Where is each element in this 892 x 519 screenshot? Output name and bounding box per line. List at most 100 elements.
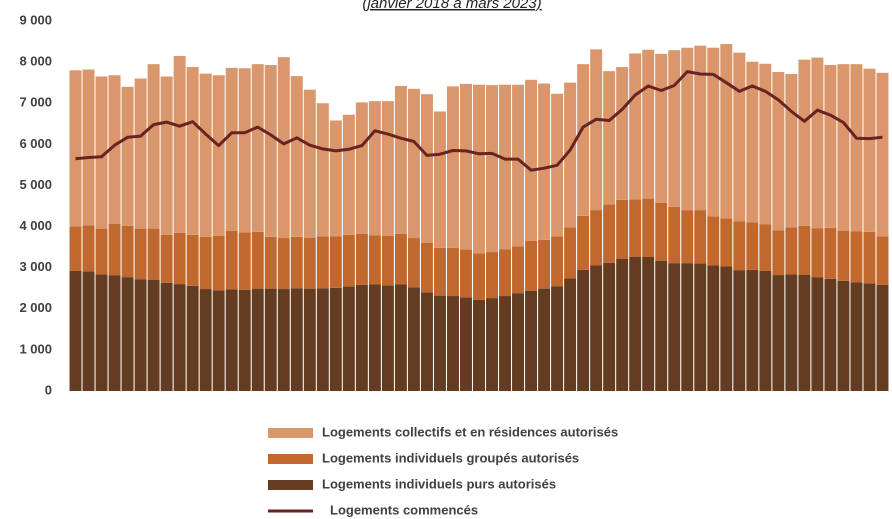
bar-segment	[459, 83, 472, 250]
bar-segment	[616, 199, 629, 259]
y-tick-label: 1 000	[19, 341, 52, 356]
bar-segment	[186, 285, 199, 391]
bar-segment	[551, 236, 564, 287]
bar-segment	[863, 68, 876, 232]
bar-segment	[160, 282, 173, 391]
bar-segment	[329, 120, 342, 237]
bar-segment	[316, 236, 329, 289]
y-tick-label: 9 000	[19, 12, 52, 27]
bar-segment	[225, 67, 238, 231]
bar-segment	[538, 239, 551, 289]
bar-segment	[134, 279, 147, 391]
bar-segment	[798, 274, 811, 391]
bar-segment	[811, 57, 824, 229]
bar-segment	[173, 232, 186, 285]
bar-segment	[108, 75, 121, 224]
bar-segment	[238, 289, 251, 391]
bar-segment	[668, 263, 681, 391]
bar-segment	[707, 216, 720, 266]
y-tick-label: 5 000	[19, 177, 52, 192]
bar-segment	[121, 86, 134, 226]
bar-segment	[798, 59, 811, 226]
bar-segment	[134, 78, 147, 229]
bar-segment	[642, 198, 655, 257]
bar-segment	[446, 296, 459, 391]
bar-segment	[824, 227, 837, 279]
bar-segment	[811, 277, 824, 391]
legend-label: Logements individuels groupés autorisés	[322, 450, 579, 465]
bar-segment	[538, 83, 551, 240]
bar-segment	[381, 285, 394, 391]
bar-segment	[655, 202, 668, 261]
bar-segment	[108, 223, 121, 276]
bar-segment	[290, 288, 303, 391]
bar-segment	[837, 230, 850, 281]
bar-segment	[225, 230, 238, 290]
bar-segment	[772, 71, 785, 231]
bar-segment	[238, 232, 251, 290]
bar-segment	[655, 260, 668, 391]
bar-segment	[69, 70, 82, 227]
bar-segment	[876, 284, 889, 391]
bar-segment	[707, 265, 720, 391]
bar-segment	[173, 284, 186, 391]
bar-segment	[134, 228, 147, 280]
bar-segment	[446, 86, 459, 248]
bar-segment	[251, 288, 264, 391]
bar-segment	[499, 84, 512, 250]
legend-label: Logements collectifs et en résidences au…	[322, 424, 618, 439]
bar-segment	[394, 85, 407, 234]
bar-segment	[212, 290, 225, 391]
bar-segment	[694, 45, 707, 211]
y-tick-label: 8 000	[19, 54, 52, 69]
bar-segment	[459, 297, 472, 391]
bar-segment	[407, 88, 420, 239]
bar-segment	[538, 288, 551, 391]
bar-segment	[420, 243, 433, 293]
y-tick-label: 2 000	[19, 300, 52, 315]
bar-segment	[342, 286, 355, 391]
bar-segment	[303, 288, 316, 391]
bar-segment	[446, 247, 459, 297]
bar-segment	[433, 247, 446, 296]
legend-swatch	[268, 480, 313, 490]
bar-segment	[433, 295, 446, 391]
bar-segment	[629, 199, 642, 257]
bar-segment	[69, 226, 82, 271]
bar-segment	[720, 218, 733, 267]
bar-segment	[824, 64, 837, 228]
bar-segment	[486, 298, 499, 391]
bar-segment	[264, 64, 277, 237]
bar-segment	[121, 225, 134, 278]
bar-segment	[368, 101, 381, 236]
bar-segment	[772, 230, 785, 276]
bar-segment	[486, 85, 499, 253]
bar-segment	[199, 73, 212, 237]
bar-segment	[394, 284, 407, 391]
bar-segment	[512, 293, 525, 391]
bar-segment	[577, 64, 590, 216]
bar-segment	[473, 253, 485, 300]
bar-segment	[160, 234, 173, 283]
y-tick-label: 7 000	[19, 95, 52, 110]
bar-segment	[355, 233, 368, 285]
bar-segment	[746, 269, 759, 391]
bar-segment	[147, 64, 160, 229]
bar-segment	[473, 299, 485, 391]
bar-segment	[381, 236, 394, 286]
bar-segment	[759, 224, 772, 271]
bar-segment	[785, 74, 798, 228]
bar-segment	[512, 246, 525, 294]
bar-segment	[668, 206, 681, 264]
bar-segment	[407, 238, 420, 288]
bar-segment	[733, 270, 746, 391]
bar-segment	[316, 288, 329, 391]
bar-segment	[160, 76, 173, 235]
bar-segment	[147, 228, 160, 280]
bar-segment	[603, 71, 616, 205]
bar-segment	[82, 271, 95, 391]
bar-segment	[564, 227, 577, 279]
bar-segment	[499, 296, 512, 391]
bar-segment	[95, 228, 108, 275]
bar-segment	[603, 204, 616, 263]
